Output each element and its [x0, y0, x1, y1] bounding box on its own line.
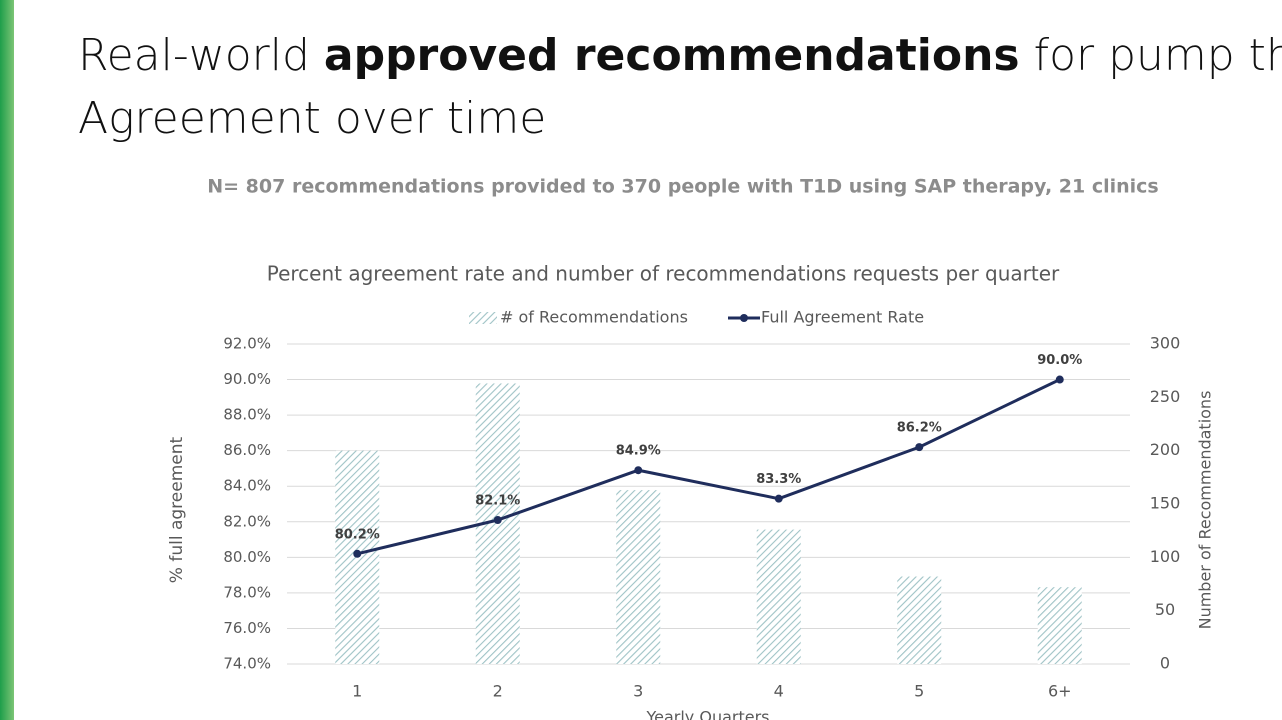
y2-tick-label: 300 [1150, 334, 1181, 353]
data-label: 80.2% [335, 527, 380, 542]
subtitle: N= 807 recommendations provided to 370 p… [207, 176, 1158, 198]
line [356, 378, 1061, 556]
y-tick-label: 80.0% [223, 548, 271, 566]
bar [756, 529, 801, 664]
chart-title: Percent agreement rate and number of rec… [267, 262, 1060, 286]
x-tick-label: 4 [774, 682, 784, 701]
x-tick-label: 3 [633, 682, 643, 701]
bar [1037, 587, 1082, 664]
legend-label: # of Recommendations [500, 308, 688, 327]
y-tick-label: 84.0% [223, 477, 271, 495]
x-tick-label: 1 [352, 682, 362, 701]
x-tick-label: 2 [493, 682, 503, 701]
legend-label: Full Agreement Rate [761, 308, 924, 327]
data-label: 86.2% [897, 421, 942, 436]
y-tick-label: 86.0% [223, 441, 271, 459]
point [915, 443, 924, 452]
point [1055, 375, 1064, 384]
y2-tick-label: 150 [1150, 494, 1181, 513]
y-tick-label: 90.0% [223, 370, 271, 388]
slide-title-line2: Agreement over time [78, 93, 546, 144]
title-bold: approved recommendations [324, 30, 1020, 81]
legend-swatch [740, 314, 748, 322]
y2-tick-label: 200 [1150, 440, 1181, 459]
y-tick-label: 82.0% [223, 512, 271, 530]
data-label: 84.9% [616, 444, 661, 459]
y-tick-label: 76.0% [223, 619, 271, 637]
legend-swatch [469, 312, 497, 324]
y-tick-label: 78.0% [223, 583, 271, 601]
title-part: Real-world [78, 30, 324, 81]
x-axis-label: Yearly Quarters [645, 708, 769, 720]
y2-tick-label: 50 [1155, 600, 1175, 619]
title-part: for pump therapy [1020, 30, 1282, 81]
x-tick-label: 6+ [1048, 682, 1072, 701]
side-stripe [0, 0, 14, 720]
x-tick-label: 5 [914, 682, 924, 701]
bar [616, 490, 661, 664]
data-label: 82.1% [475, 494, 520, 509]
slide-title: Real-world approved recommendations for … [78, 30, 1282, 81]
data-label: 83.3% [756, 472, 801, 487]
y2-tick-label: 250 [1150, 387, 1181, 406]
point [774, 494, 783, 503]
y-tick-label: 88.0% [223, 406, 271, 424]
data-label: 90.0% [1037, 353, 1082, 368]
bar [897, 576, 942, 664]
point [353, 549, 362, 558]
point [493, 516, 502, 524]
y2-tick-label: 100 [1150, 547, 1181, 566]
y-axis-label: % full agreement [167, 436, 187, 583]
y2-axis-label: Number of Recommendations [1196, 391, 1215, 630]
y-tick-label: 92.0% [223, 335, 271, 353]
point [634, 466, 643, 475]
y-tick-label: 74.0% [223, 655, 271, 673]
y2-tick-label: 0 [1160, 654, 1170, 673]
